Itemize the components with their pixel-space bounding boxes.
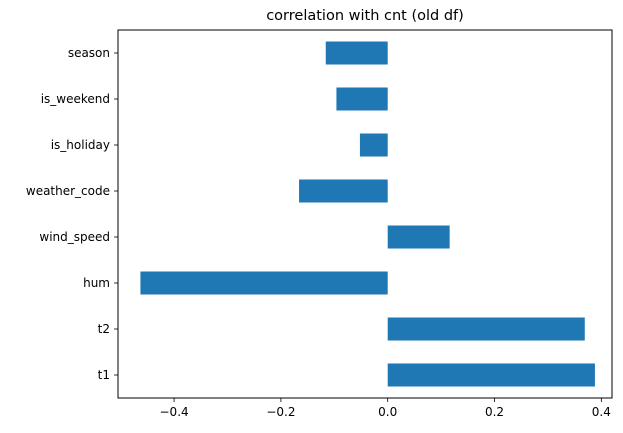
y-tick-label: hum [83,276,110,290]
y-tick-label: wind_speed [39,230,110,244]
bars-group [140,41,595,387]
bar-is-weekend [336,87,388,111]
bar-wind-speed [387,225,450,249]
y-tick-labels: t1 t2 hum wind_speed weather_code is_holiday i… [26,46,118,382]
y-tick-label: season [68,46,110,60]
chart-title: correlation with cnt (old df) [266,8,464,24]
bar-t2 [387,317,585,341]
x-tick-label: 0.0 [378,405,397,419]
x-tick-label: 0.4 [592,405,611,419]
y-tick-label: t1 [98,368,110,382]
y-tick-label: is_weekend [41,92,110,106]
bar-is-holiday [359,133,388,157]
x-tick-label: 0.2 [485,405,504,419]
bar-weather-code [299,179,388,203]
plot-frame [117,29,613,399]
x-tick-label: −0.2 [266,405,295,419]
bar-hum [140,271,388,295]
x-tick-label: −0.4 [160,405,189,419]
bar-season [325,41,388,65]
y-tick-label: is_holiday [51,138,110,152]
y-tick-label: t2 [98,322,110,336]
y-tick-label: weather_code [26,184,110,198]
x-ticks: −0.4 −0.2 0.0 0.2 0.4 [160,398,611,419]
bar-t1 [387,363,595,387]
